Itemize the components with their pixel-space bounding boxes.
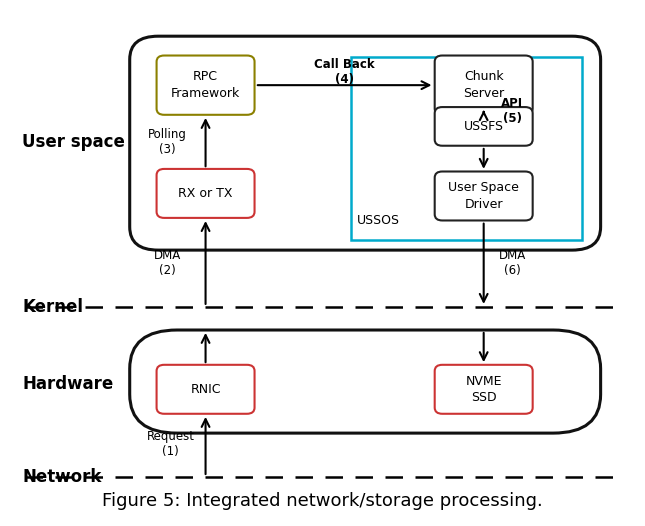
- Text: Polling
(3): Polling (3): [148, 128, 187, 156]
- FancyBboxPatch shape: [130, 36, 600, 250]
- Text: Network: Network: [22, 468, 102, 486]
- FancyBboxPatch shape: [435, 107, 533, 146]
- Text: Hardware: Hardware: [22, 375, 114, 393]
- FancyBboxPatch shape: [435, 56, 533, 115]
- FancyBboxPatch shape: [351, 57, 582, 240]
- Text: Call Back
(4): Call Back (4): [314, 58, 375, 86]
- Text: RNIC: RNIC: [190, 383, 221, 396]
- FancyBboxPatch shape: [130, 330, 600, 433]
- FancyBboxPatch shape: [157, 169, 255, 218]
- Text: DMA
(6): DMA (6): [499, 249, 526, 277]
- Text: DMA
(2): DMA (2): [154, 249, 181, 277]
- FancyBboxPatch shape: [157, 365, 255, 414]
- Text: Kernel: Kernel: [22, 298, 83, 316]
- Text: NVME
SSD: NVME SSD: [466, 375, 502, 404]
- Text: USSOS: USSOS: [357, 214, 401, 227]
- Text: Chunk
Server: Chunk Server: [463, 70, 504, 100]
- Text: USSFS: USSFS: [464, 120, 504, 133]
- FancyBboxPatch shape: [157, 56, 255, 115]
- Text: User space: User space: [22, 133, 125, 151]
- Text: Request
(1): Request (1): [147, 430, 195, 459]
- FancyBboxPatch shape: [435, 365, 533, 414]
- Text: RPC
Framework: RPC Framework: [171, 70, 240, 100]
- Text: User Space
Driver: User Space Driver: [448, 181, 519, 211]
- Text: API
(5): API (5): [501, 97, 523, 125]
- Text: Figure 5: Integrated network/storage processing.: Figure 5: Integrated network/storage pro…: [102, 492, 543, 510]
- FancyBboxPatch shape: [435, 171, 533, 220]
- Text: RX or TX: RX or TX: [178, 187, 233, 200]
